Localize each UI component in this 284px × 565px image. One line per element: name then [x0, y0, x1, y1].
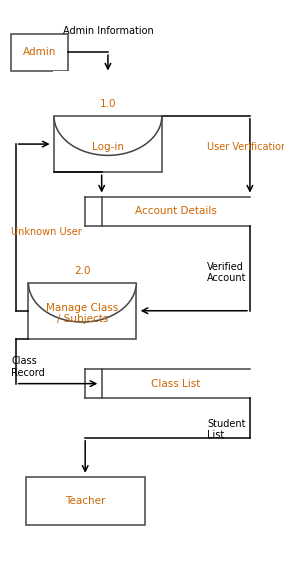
Text: 1.0: 1.0 [100, 99, 116, 109]
Ellipse shape [54, 76, 162, 155]
Bar [26, 477, 145, 525]
Text: Log-in: Log-in [92, 142, 124, 152]
Text: Admin Information: Admin Information [62, 26, 153, 36]
Text: 2.0: 2.0 [74, 266, 91, 276]
Bar [11, 34, 68, 71]
Text: Class
Record: Class Record [11, 357, 45, 378]
Text: Admin: Admin [23, 47, 57, 57]
Ellipse shape [28, 243, 136, 322]
Text: Student
List: Student List [207, 419, 246, 440]
Text: Account Details: Account Details [135, 206, 217, 216]
Bar [54, 116, 162, 172]
Text: Class List: Class List [151, 379, 201, 389]
Bar [27, 238, 138, 283]
Text: Manage Class
/ Subjects: Manage Class / Subjects [46, 303, 118, 324]
Text: Teacher: Teacher [65, 497, 105, 506]
Text: Unknown User: Unknown User [11, 227, 82, 237]
Bar [28, 282, 136, 339]
Text: User Verification: User Verification [207, 142, 284, 152]
Bar [53, 71, 163, 116]
Text: Verified
Account: Verified Account [207, 262, 247, 283]
